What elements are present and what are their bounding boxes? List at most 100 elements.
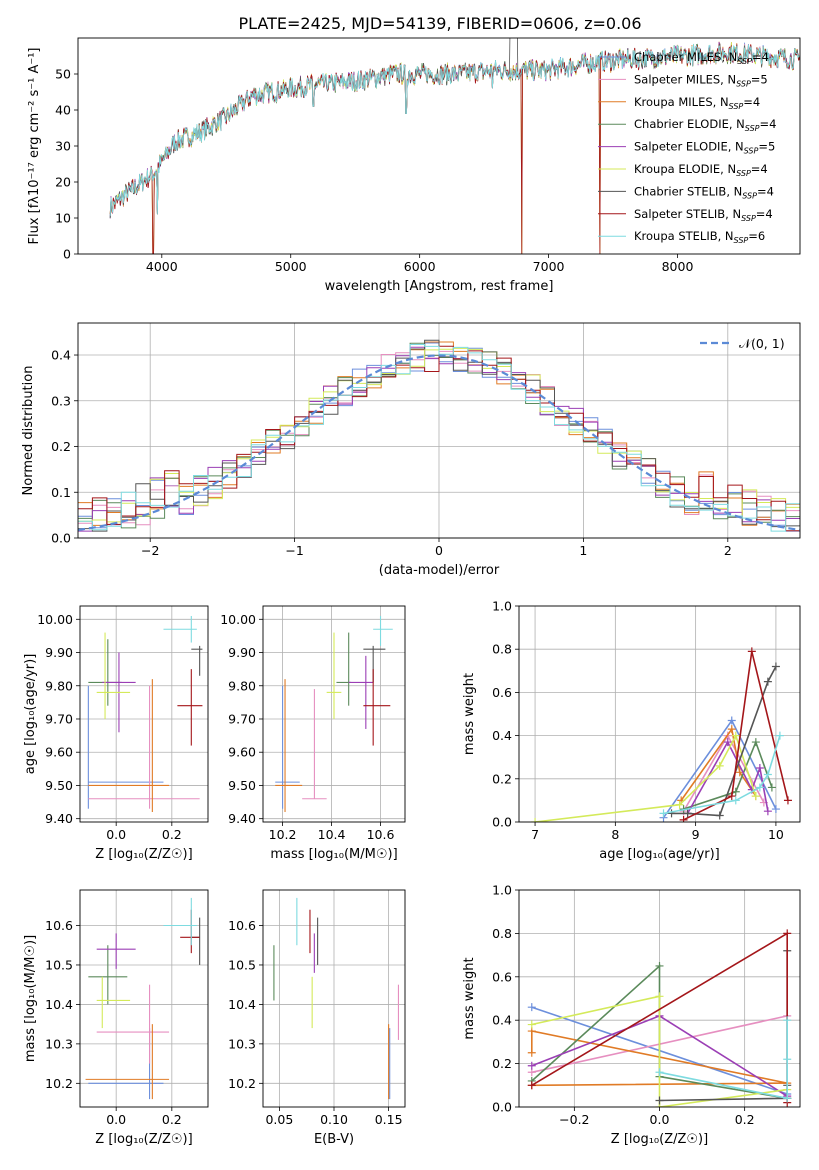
x-tick-label: 10.6 [367, 827, 395, 842]
x-tick-label: 5000 [275, 259, 307, 274]
y-tick-label: 10.00 [37, 612, 73, 627]
weight-vs-Z-chart: −0.2 0.0 0.2 0.0 0.2 0.4 0.6 0.8 1.0 Z [log₁₀(Z/Z… [462, 883, 801, 1147]
weight-line [680, 727, 757, 801]
y-tick-label: 0.4 [492, 1013, 512, 1028]
weight-marker [727, 716, 736, 725]
weight-marker [715, 761, 724, 770]
weight-marker [659, 809, 668, 818]
x-axis-label: Z [log₁₀(Z/Z☉)] [95, 847, 192, 862]
legend-entry: Salpeter MILES, NSSP=5 [634, 72, 768, 88]
y-tick-label: 10.6 [228, 918, 256, 933]
y-tick-label: 10.2 [228, 1076, 256, 1091]
weight-line [683, 651, 789, 821]
weight-marker [679, 815, 688, 822]
mass-vs-EBV-chart: 0.05 0.10 0.15 10.2 10.3 10.4 10.5 10.6 E(B-V) [228, 889, 406, 1147]
y-tick-label: 9.80 [45, 678, 73, 693]
weight-marker [755, 764, 764, 772]
y-tick-label: 0.4 [492, 728, 512, 743]
weight-vs-age-frame [518, 605, 801, 823]
weight-line [531, 995, 788, 1107]
y-tick-label: 0.6 [492, 969, 512, 984]
weight-marker [755, 783, 764, 792]
weight-marker [727, 792, 736, 801]
x-axis-label: Z [log₁₀(Z/Z☉)] [95, 1132, 192, 1147]
residual-histogram [78, 345, 800, 532]
weight-marker [747, 647, 756, 656]
x-tick-label: −2 [141, 543, 159, 558]
weight-marker [527, 1061, 536, 1070]
legend-entry: Chabrier MILES, NSSP=4 [634, 50, 769, 66]
weight-marker [767, 783, 776, 792]
weight-marker [783, 1016, 792, 1025]
y-axis-label: mass [log₁₀(M/M☉)] [23, 935, 38, 1062]
y-tick-label: 10.4 [45, 997, 73, 1012]
weight-vs-Z-frame [518, 889, 801, 1108]
weight-line [659, 950, 789, 1102]
y-tick-label: 30 [55, 139, 71, 154]
y-tick-label: 0.2 [492, 1056, 512, 1071]
y-tick-label: 9.40 [228, 811, 256, 826]
x-tick-label: 0.10 [320, 1112, 348, 1127]
weight-marker [655, 992, 664, 1001]
weight-marker [763, 677, 772, 686]
weight-marker [771, 662, 780, 671]
y-axis-label: Flux [fλ10⁻¹⁷ erg cm⁻² s⁻¹ A⁻¹] [27, 48, 42, 245]
y-tick-label: 0.2 [51, 439, 71, 454]
x-tick-label: 7000 [533, 259, 565, 274]
residuals-plot-area [78, 339, 800, 532]
y-tick-label: 9.40 [45, 811, 73, 826]
weight-vs-Z-plot-area [527, 929, 792, 1107]
weight-marker [731, 796, 740, 805]
y-axis-label: Normed distribution [21, 366, 36, 496]
weight-marker [675, 800, 684, 809]
weight-marker [667, 809, 676, 818]
y-tick-label: 9.60 [45, 745, 73, 760]
y-tick-label: 10.2 [45, 1076, 73, 1091]
y-tick-label: 9.50 [45, 778, 73, 793]
y-tick-label: 10.00 [220, 612, 256, 627]
y-tick-label: 10.5 [228, 957, 256, 972]
figure-title: PLATE=2425, MJD=54139, FIBERID=0606, z=0… [238, 14, 641, 33]
weight-marker [527, 1048, 536, 1057]
x-tick-label: −0.2 [559, 1112, 589, 1127]
weight-marker [531, 818, 540, 822]
y-tick-label: 0.3 [51, 393, 71, 408]
y-tick-label: 9.70 [228, 711, 256, 726]
weight-marker [723, 738, 732, 747]
y-tick-label: 9.90 [45, 645, 73, 660]
y-tick-label: 0.8 [492, 926, 512, 941]
y-tick-label: 0.4 [51, 348, 71, 363]
legend-entry: Kroupa MILES, NSSP=4 [634, 95, 760, 111]
legend-entry: Kroupa STELIB, NSSP=6 [634, 229, 765, 245]
weight-marker [527, 1020, 536, 1029]
y-tick-label: 40 [55, 103, 71, 118]
x-tick-label: 10.2 [269, 827, 297, 842]
x-tick-label: 0.0 [650, 1112, 670, 1127]
weight-marker [783, 796, 792, 805]
mass-vs-Z-plot-area [85, 897, 201, 1100]
y-tick-label: 0.0 [492, 1100, 512, 1115]
x-tick-label: 0.15 [375, 1112, 403, 1127]
x-tick-label: 0.05 [265, 1112, 293, 1127]
weight-marker [527, 1081, 536, 1090]
y-tick-label: 10.5 [45, 957, 73, 972]
weight-marker [771, 805, 780, 814]
weight-marker [783, 1094, 792, 1103]
weight-vs-age-plot-area [531, 647, 792, 822]
weight-marker [683, 809, 692, 818]
y-tick-label: 0 [63, 247, 71, 262]
x-tick-label: 2 [724, 543, 732, 558]
y-axis-label: mass weight [462, 673, 477, 755]
residuals-chart: −2 −1 0 1 2 0.0 0.1 0.2 0.3 0.4 (data-model)/error… [21, 322, 801, 578]
weight-marker [655, 961, 664, 970]
y-tick-label: 0.6 [492, 685, 512, 700]
weight-vs-age-chart: 7 8 9 10 0.0 0.2 0.4 0.6 0.8 1.0 age [log₁₀(age/yr… [462, 599, 801, 862]
y-tick-label: 0.1 [51, 485, 71, 500]
weight-marker [527, 1003, 536, 1012]
y-tick-label: 1.0 [492, 599, 512, 614]
legend-entry: Chabrier STELIB, NSSP=4 [634, 184, 774, 200]
weight-marker [783, 1055, 792, 1064]
spectrum-frame [77, 37, 801, 255]
y-tick-label: 50 [55, 67, 71, 82]
